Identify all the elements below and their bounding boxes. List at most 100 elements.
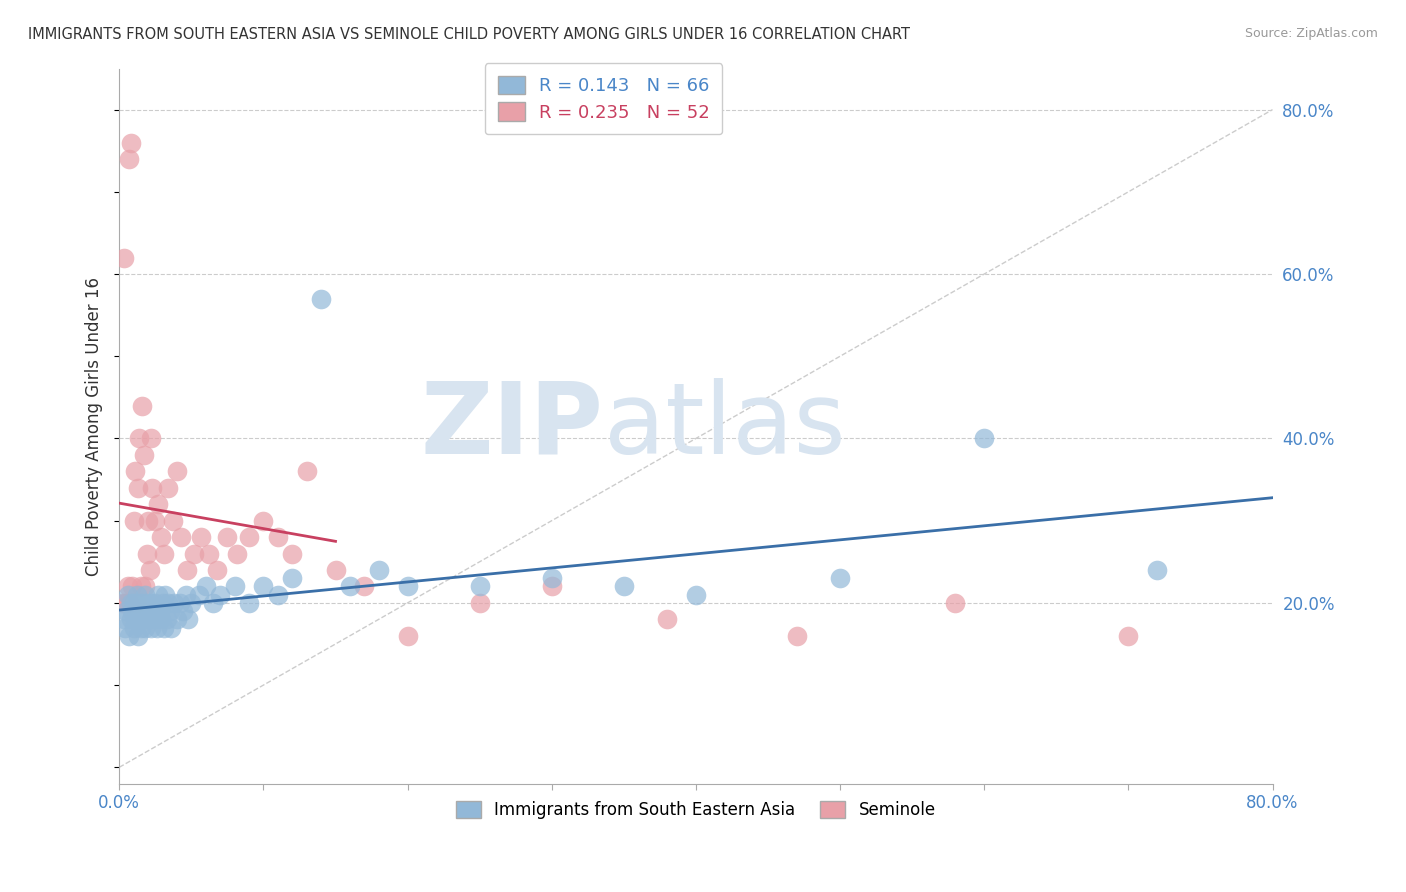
Immigrants from South Eastern Asia bbox=[150, 612, 173, 626]
Seminole bbox=[118, 152, 141, 166]
Immigrants from South Eastern Asia bbox=[156, 612, 179, 626]
Seminole bbox=[129, 579, 152, 593]
Seminole bbox=[153, 547, 176, 561]
Seminole bbox=[325, 563, 347, 577]
Immigrants from South Eastern Asia bbox=[367, 563, 389, 577]
Seminole bbox=[252, 514, 274, 528]
Seminole bbox=[115, 596, 138, 610]
Seminole bbox=[281, 547, 304, 561]
Immigrants from South Eastern Asia bbox=[309, 292, 332, 306]
Immigrants from South Eastern Asia bbox=[121, 604, 143, 618]
Immigrants from South Eastern Asia bbox=[149, 604, 172, 618]
Immigrants from South Eastern Asia bbox=[143, 596, 166, 610]
Immigrants from South Eastern Asia bbox=[172, 604, 194, 618]
Seminole bbox=[139, 432, 162, 446]
Immigrants from South Eastern Asia bbox=[134, 621, 156, 635]
Immigrants from South Eastern Asia bbox=[124, 612, 146, 626]
Immigrants from South Eastern Asia bbox=[134, 588, 156, 602]
Immigrants from South Eastern Asia bbox=[540, 571, 562, 585]
Immigrants from South Eastern Asia bbox=[132, 612, 155, 626]
Immigrants from South Eastern Asia bbox=[1146, 563, 1168, 577]
Immigrants from South Eastern Asia bbox=[129, 621, 152, 635]
Immigrants from South Eastern Asia bbox=[155, 588, 177, 602]
Text: Source: ZipAtlas.com: Source: ZipAtlas.com bbox=[1244, 27, 1378, 40]
Immigrants from South Eastern Asia bbox=[613, 579, 636, 593]
Immigrants from South Eastern Asia bbox=[118, 629, 141, 643]
Immigrants from South Eastern Asia bbox=[177, 612, 200, 626]
Text: IMMIGRANTS FROM SOUTH EASTERN ASIA VS SEMINOLE CHILD POVERTY AMONG GIRLS UNDER 1: IMMIGRANTS FROM SOUTH EASTERN ASIA VS SE… bbox=[28, 27, 910, 42]
Seminole bbox=[150, 530, 173, 544]
Immigrants from South Eastern Asia bbox=[145, 621, 167, 635]
Seminole bbox=[655, 612, 678, 626]
Seminole bbox=[118, 596, 141, 610]
Immigrants from South Eastern Asia bbox=[153, 621, 176, 635]
Seminole bbox=[190, 530, 212, 544]
Seminole bbox=[134, 579, 156, 593]
Immigrants from South Eastern Asia bbox=[129, 604, 152, 618]
Immigrants from South Eastern Asia bbox=[142, 612, 165, 626]
Immigrants from South Eastern Asia bbox=[339, 579, 361, 593]
Immigrants from South Eastern Asia bbox=[115, 604, 138, 618]
Seminole bbox=[166, 464, 188, 478]
Seminole bbox=[540, 579, 562, 593]
Seminole bbox=[117, 579, 139, 593]
Immigrants from South Eastern Asia bbox=[160, 621, 183, 635]
Immigrants from South Eastern Asia bbox=[166, 612, 188, 626]
Immigrants from South Eastern Asia bbox=[238, 596, 260, 610]
Seminole bbox=[183, 547, 205, 561]
Immigrants from South Eastern Asia bbox=[127, 629, 149, 643]
Immigrants from South Eastern Asia bbox=[136, 604, 159, 618]
Seminole bbox=[132, 448, 155, 462]
Seminole bbox=[127, 481, 149, 495]
Immigrants from South Eastern Asia bbox=[209, 588, 232, 602]
Seminole bbox=[170, 530, 193, 544]
Immigrants from South Eastern Asia bbox=[120, 596, 142, 610]
Immigrants from South Eastern Asia bbox=[224, 579, 246, 593]
Seminole bbox=[125, 596, 148, 610]
Text: atlas: atlas bbox=[603, 377, 845, 475]
Immigrants from South Eastern Asia bbox=[281, 571, 304, 585]
Immigrants from South Eastern Asia bbox=[468, 579, 491, 593]
Seminole bbox=[217, 530, 239, 544]
Seminole bbox=[121, 579, 143, 593]
Seminole bbox=[124, 464, 146, 478]
Immigrants from South Eastern Asia bbox=[117, 588, 139, 602]
Seminole bbox=[267, 530, 290, 544]
Seminole bbox=[226, 547, 249, 561]
Seminole bbox=[157, 481, 180, 495]
Seminole bbox=[136, 514, 159, 528]
Immigrants from South Eastern Asia bbox=[396, 579, 419, 593]
Immigrants from South Eastern Asia bbox=[139, 596, 162, 610]
Immigrants from South Eastern Asia bbox=[973, 432, 995, 446]
Immigrants from South Eastern Asia bbox=[201, 596, 224, 610]
Immigrants from South Eastern Asia bbox=[152, 596, 174, 610]
Seminole bbox=[176, 563, 198, 577]
Immigrants from South Eastern Asia bbox=[148, 588, 170, 602]
Seminole bbox=[207, 563, 229, 577]
Immigrants from South Eastern Asia bbox=[157, 596, 180, 610]
Seminole bbox=[148, 497, 170, 511]
Immigrants from South Eastern Asia bbox=[180, 596, 202, 610]
Seminole bbox=[396, 629, 419, 643]
Seminole bbox=[945, 596, 967, 610]
Immigrants from South Eastern Asia bbox=[138, 612, 160, 626]
Immigrants from South Eastern Asia bbox=[169, 596, 191, 610]
Immigrants from South Eastern Asia bbox=[135, 596, 157, 610]
Immigrants from South Eastern Asia bbox=[114, 621, 136, 635]
Seminole bbox=[138, 563, 160, 577]
Seminole bbox=[135, 547, 157, 561]
Seminole bbox=[141, 481, 163, 495]
Seminole bbox=[114, 596, 136, 610]
Immigrants from South Eastern Asia bbox=[187, 588, 209, 602]
Immigrants from South Eastern Asia bbox=[122, 596, 145, 610]
Seminole bbox=[468, 596, 491, 610]
Immigrants from South Eastern Asia bbox=[252, 579, 274, 593]
Y-axis label: Child Poverty Among Girls Under 16: Child Poverty Among Girls Under 16 bbox=[86, 277, 103, 575]
Immigrants from South Eastern Asia bbox=[163, 596, 186, 610]
Immigrants from South Eastern Asia bbox=[159, 604, 181, 618]
Immigrants from South Eastern Asia bbox=[828, 571, 851, 585]
Seminole bbox=[1118, 629, 1140, 643]
Immigrants from South Eastern Asia bbox=[125, 588, 148, 602]
Seminole bbox=[786, 629, 808, 643]
Seminole bbox=[162, 514, 184, 528]
